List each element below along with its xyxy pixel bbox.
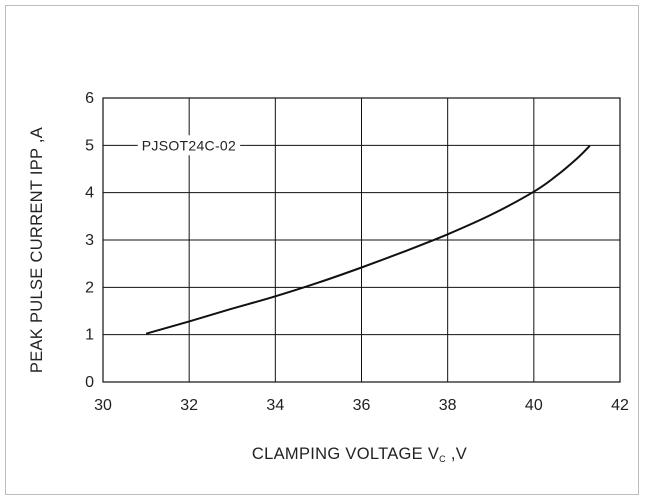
x-tick-labels: 30 32 34 36 38 40 42	[94, 397, 629, 414]
plot-area	[102, 97, 621, 383]
y-tick-label: 2	[85, 279, 94, 296]
x-tick-label: 32	[180, 397, 198, 414]
series-annotation: PJSOT24C-02	[142, 137, 236, 153]
x-tick-label: 36	[353, 397, 371, 414]
series-line	[145, 145, 591, 335]
x-tick-label: 38	[439, 397, 457, 414]
x-axis-title: CLAMPING VOLTAGE VC ,V	[252, 445, 467, 464]
x-tick-label: 40	[525, 397, 543, 414]
y-tick-label: 4	[85, 185, 94, 202]
x-tick-label: 42	[611, 397, 629, 414]
x-axis-title-subscript: C	[439, 454, 446, 464]
annotation-background	[137, 135, 241, 156]
x-axis-title-main: CLAMPING VOLTAGE V	[252, 445, 439, 463]
y-axis-title: PEAK PULSE CURRENT IPP ,A	[28, 127, 46, 373]
y-tick-label: 0	[85, 374, 94, 391]
y-tick-label: 6	[85, 90, 94, 107]
x-tick-label: 30	[94, 397, 112, 414]
y-tick-labels: 0 1 2 3 4 5 6	[85, 90, 94, 391]
x-axis-title-suffix: ,V	[446, 445, 467, 463]
y-tick-label: 1	[85, 327, 94, 344]
x-tick-label: 34	[266, 397, 284, 414]
y-tick-label: 3	[85, 232, 94, 249]
y-tick-label: 5	[85, 137, 94, 154]
